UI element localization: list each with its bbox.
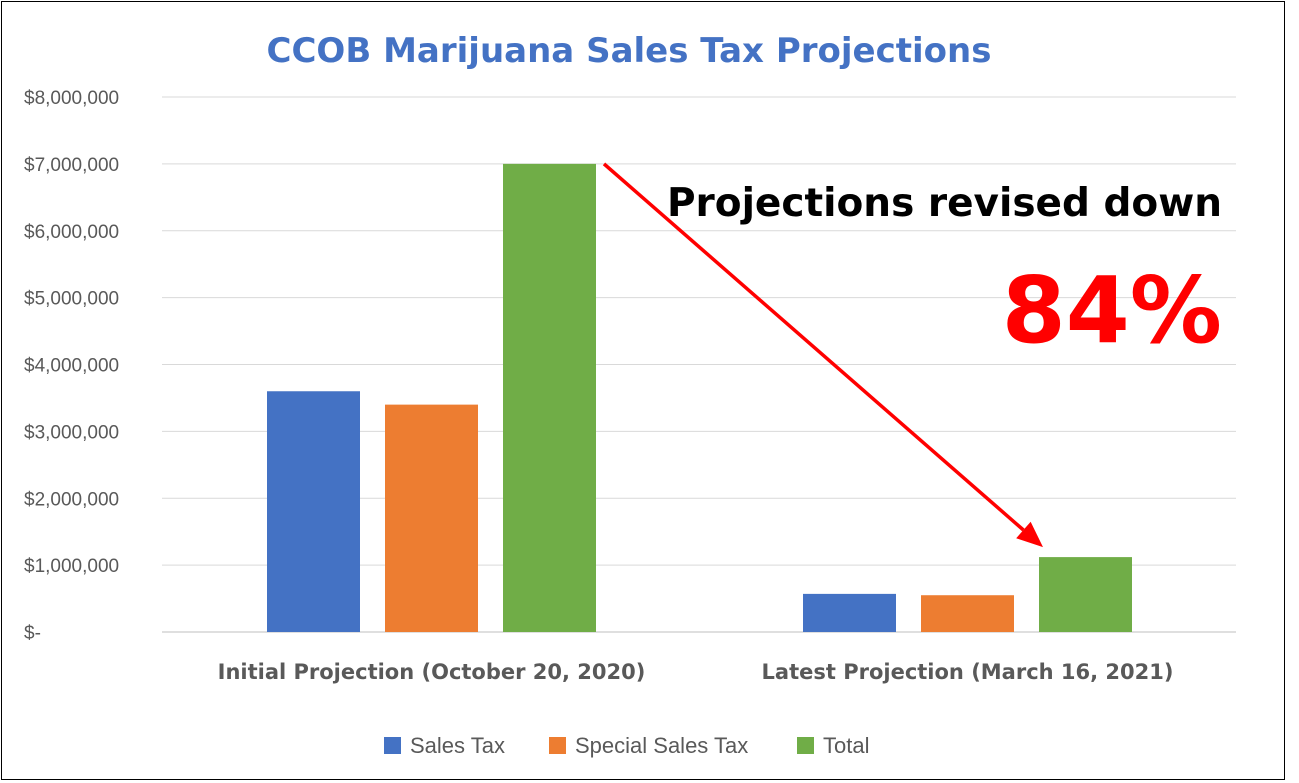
legend-label: Special Sales Tax [575,733,748,758]
bars [267,163,1132,632]
y-tick-label: $5,000,000 [24,289,119,310]
y-axis-ticks: $- $1,000,000 $2,000,000 $3,000,000 $4,000,0… [24,88,119,644]
y-tick-label: $1,000,000 [24,556,119,577]
bar-special-sales-tax [385,404,478,632]
legend-swatch [797,737,814,754]
y-tick-label: $8,000,000 [24,88,119,109]
arrowhead-icon [1016,521,1043,548]
legend-swatch [549,737,566,754]
arrow-line [602,162,1025,532]
legend-label: Sales Tax [410,733,505,758]
y-tick-label: $4,000,000 [24,356,119,377]
bar-special-sales-tax [921,595,1014,632]
bar-sales-tax [803,593,896,632]
bar-total [1039,557,1132,632]
bar-sales-tax [267,391,360,632]
y-tick-label: $2,000,000 [24,489,119,510]
y-tick-label: $7,000,000 [24,155,119,176]
annotation-headline: Projections revised down [667,181,1222,226]
y-tick-label: $6,000,000 [24,222,119,243]
x-category-label: Initial Projection (October 20, 2020) [218,660,646,684]
x-axis-categories: Initial Projection (October 20, 2020) Lat… [218,660,1174,684]
legend: Sales Tax Special Sales Tax Total [384,733,869,758]
y-tick-label: $3,000,000 [24,422,119,443]
chart-title: CCOB Marijuana Sales Tax Projections [267,31,992,71]
annotation: Projections revised down 84% [602,162,1222,548]
x-category-label: Latest Projection (March 16, 2021) [762,660,1174,684]
annotation-percent: 84% [1002,257,1222,364]
bar-total [503,163,596,632]
y-tick-label: $- [24,623,41,644]
legend-label: Total [823,733,869,758]
legend-swatch [384,737,401,754]
